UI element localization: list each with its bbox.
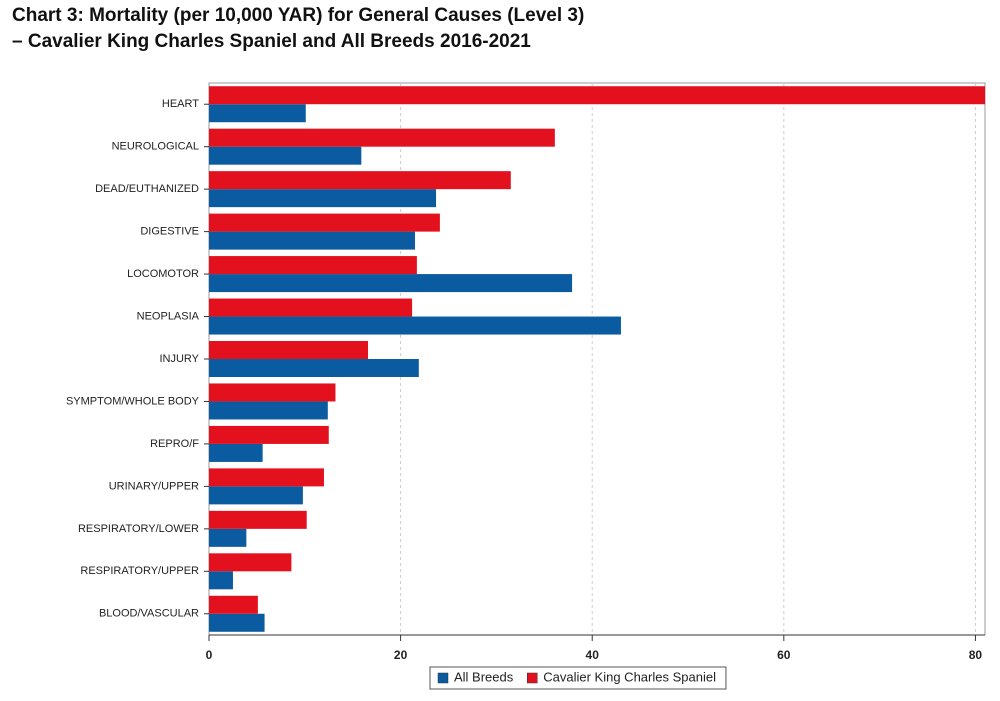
x-tick-label: 60 [777, 648, 791, 662]
bar [209, 274, 573, 293]
bar [209, 298, 413, 317]
bar [209, 213, 440, 232]
x-tick-label: 80 [969, 648, 983, 662]
bar [209, 86, 985, 105]
bar [209, 341, 369, 359]
bar [209, 171, 511, 190]
bar [209, 443, 263, 462]
y-tick-label: RESPIRATORY/UPPER [80, 565, 199, 577]
bar [209, 425, 329, 444]
bar [209, 613, 265, 632]
bar [209, 510, 307, 529]
legend-swatch [527, 672, 538, 684]
bar [209, 528, 247, 547]
bar [209, 486, 303, 505]
bar [209, 256, 417, 275]
bar [209, 128, 555, 147]
bar [209, 401, 328, 420]
y-tick-label: LOCOMOTOR [127, 268, 199, 280]
x-tick-label: 40 [586, 648, 600, 662]
y-tick-label: URINARY/UPPER [109, 480, 199, 492]
y-tick-label: SYMPTOM/WHOLE BODY [66, 395, 200, 407]
legend-label: All Breeds [454, 669, 514, 684]
bar [209, 104, 306, 123]
legend: All Breeds Cavalier King Charles Spaniel [429, 666, 727, 690]
bar [209, 146, 362, 165]
y-tick-label: NEUROLOGICAL [112, 141, 199, 153]
bar [209, 468, 324, 487]
legend-swatch [437, 672, 449, 684]
legend-frame [429, 666, 727, 690]
y-tick-label: INJURY [159, 353, 199, 365]
x-tick-label: 20 [394, 648, 408, 662]
y-tick-label: NEOPLASIA [137, 310, 200, 322]
y-tick-label: HEART [162, 98, 199, 110]
y-tick-label: DIGESTIVE [140, 226, 199, 238]
chart-title: Chart 3: Mortality (per 10,000 YAR) for … [12, 5, 584, 26]
y-tick-label: BLOOD/VASCULAR [99, 608, 199, 620]
bar [209, 316, 621, 335]
bar [209, 571, 233, 590]
bar [209, 231, 415, 250]
y-tick-label: DEAD/EUTHANIZED [95, 183, 199, 195]
y-tick-label: RESPIRATORY/LOWER [78, 523, 199, 535]
chart-subtitle: – Cavalier King Charles Spaniel and All … [12, 31, 531, 52]
bar [209, 553, 292, 572]
bar [209, 189, 437, 208]
bar [209, 359, 419, 377]
bar [209, 595, 258, 614]
y-tick-label: REPRO/F [150, 438, 199, 450]
bar [209, 383, 336, 402]
x-tick-label: 0 [206, 648, 213, 662]
legend-label: Cavalier King Charles Spaniel [543, 669, 716, 684]
